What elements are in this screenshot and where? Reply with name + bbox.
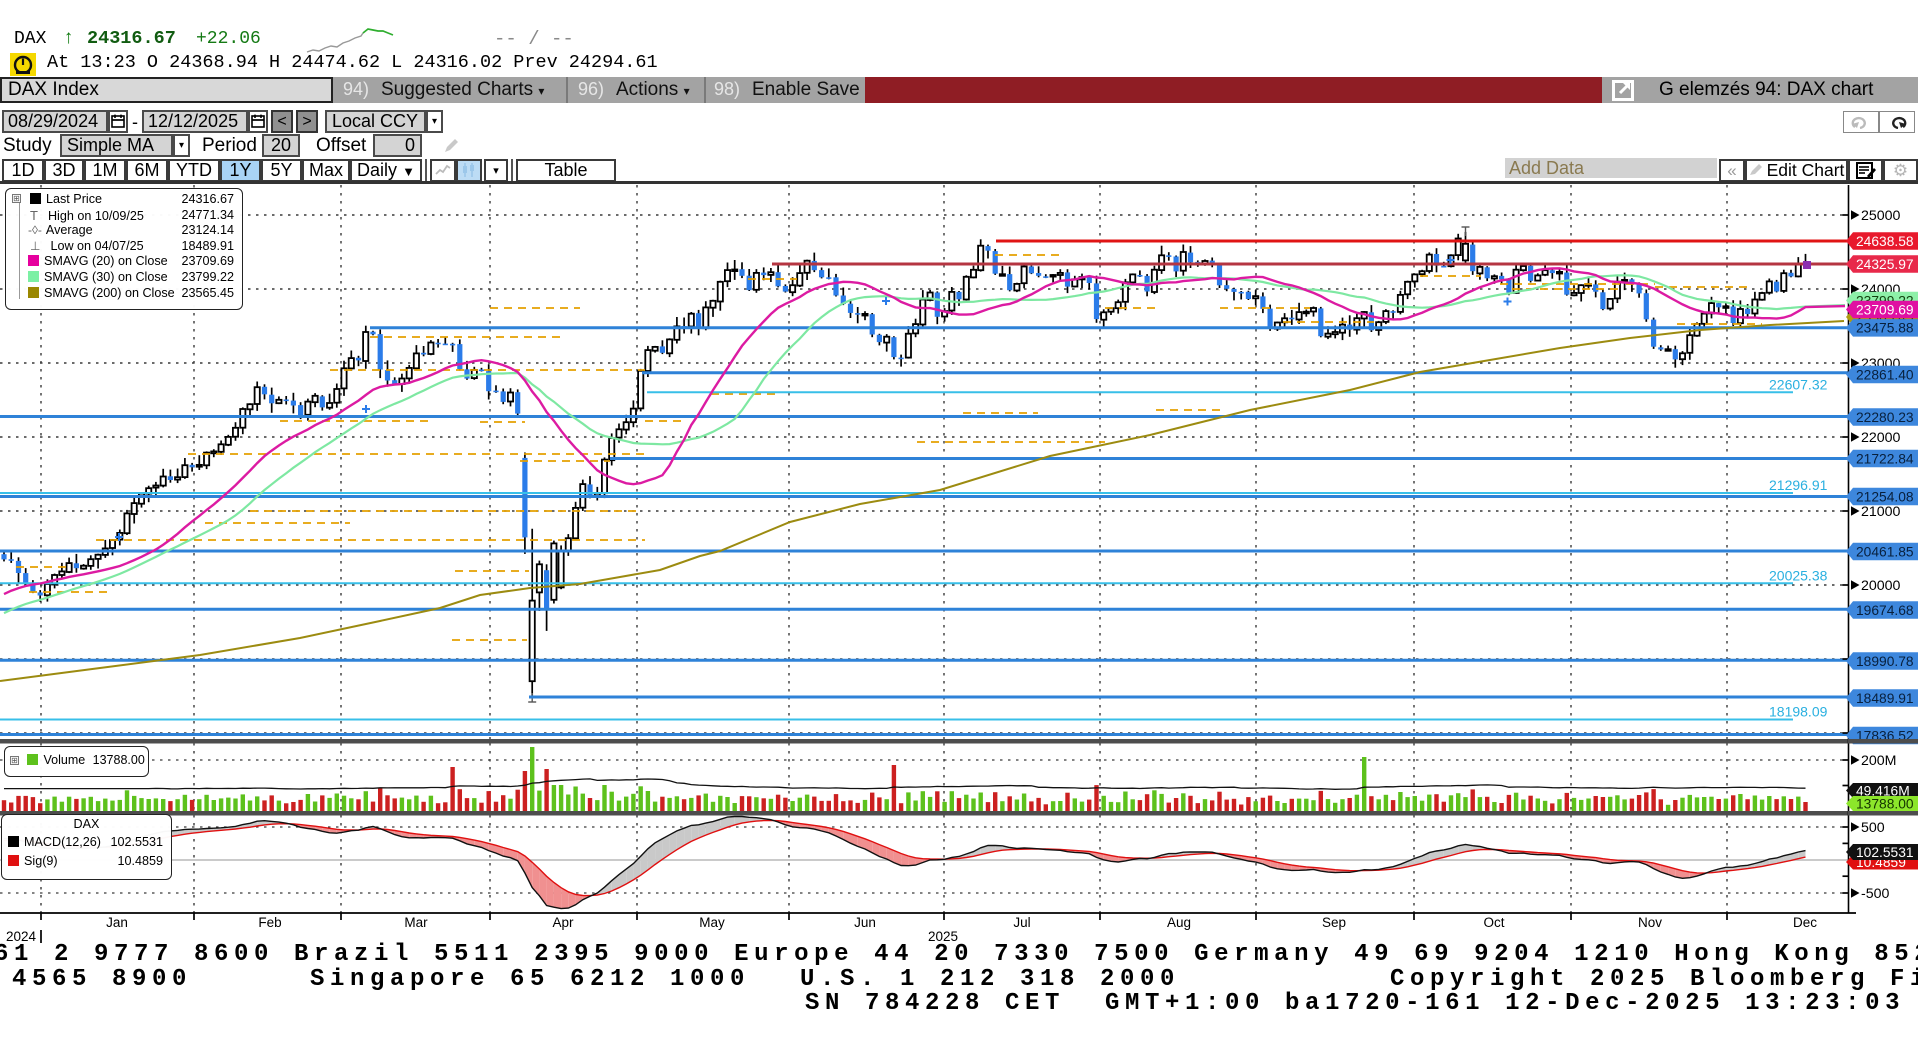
svg-text:Dec: Dec <box>1793 915 1817 930</box>
svg-text:500: 500 <box>1861 820 1885 836</box>
svg-text:24638.58: 24638.58 <box>1856 234 1914 249</box>
svg-text:18489.91: 18489.91 <box>1856 691 1914 706</box>
svg-text:Jan: Jan <box>106 915 128 930</box>
svg-text:22000: 22000 <box>1861 430 1901 446</box>
svg-text:20461.85: 20461.85 <box>1856 544 1914 559</box>
svg-text:Mar: Mar <box>404 915 428 930</box>
svg-text:19674.68: 19674.68 <box>1856 603 1914 618</box>
svg-text:22607.32: 22607.32 <box>1769 376 1828 392</box>
svg-text:Aug: Aug <box>1167 915 1191 930</box>
svg-text:20025.38: 20025.38 <box>1769 567 1828 583</box>
svg-text:49.416M: 49.416M <box>1856 783 1910 798</box>
svg-text:24325.97: 24325.97 <box>1856 257 1914 272</box>
svg-text:102.5531: 102.5531 <box>1856 845 1914 860</box>
svg-text:Feb: Feb <box>258 915 281 930</box>
svg-text:23709.69: 23709.69 <box>1856 302 1914 317</box>
svg-text:Jun: Jun <box>854 915 876 930</box>
svg-text:23475.88: 23475.88 <box>1856 321 1914 336</box>
svg-text:Oct: Oct <box>1483 915 1504 930</box>
svg-text:25000: 25000 <box>1861 208 1901 224</box>
svg-text:22861.40: 22861.40 <box>1856 367 1914 382</box>
svg-text:21254.08: 21254.08 <box>1856 489 1914 504</box>
svg-text:Sep: Sep <box>1322 915 1346 930</box>
svg-text:21000: 21000 <box>1861 504 1901 520</box>
svg-text:13788.00: 13788.00 <box>1856 796 1914 811</box>
svg-text:200M: 200M <box>1861 753 1897 769</box>
svg-text:May: May <box>699 915 725 930</box>
svg-text:2024: 2024 <box>6 929 37 944</box>
svg-text:Nov: Nov <box>1638 915 1662 930</box>
svg-text:18990.78: 18990.78 <box>1856 654 1914 669</box>
svg-text:20000: 20000 <box>1861 578 1901 594</box>
svg-text:22280.23: 22280.23 <box>1856 410 1914 425</box>
svg-text:2025: 2025 <box>928 929 958 944</box>
svg-text:-500: -500 <box>1861 886 1890 902</box>
svg-text:18198.09: 18198.09 <box>1769 704 1828 720</box>
svg-text:21722.84: 21722.84 <box>1856 451 1914 466</box>
svg-text:21296.91: 21296.91 <box>1769 477 1828 493</box>
svg-text:Jul: Jul <box>1013 915 1030 930</box>
svg-text:Apr: Apr <box>552 915 574 930</box>
